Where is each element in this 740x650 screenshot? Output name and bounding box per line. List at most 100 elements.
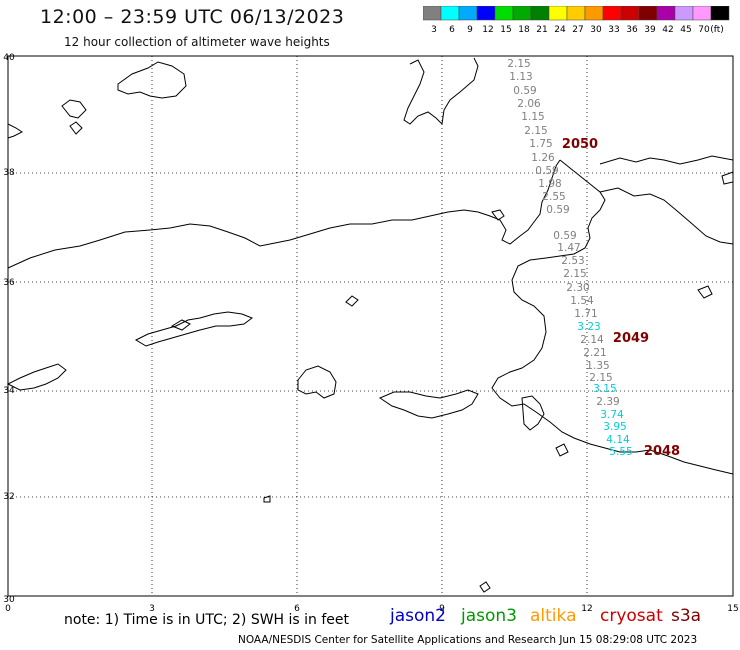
- wave-height-value: 1.54: [570, 295, 594, 307]
- corsica: [403, 57, 479, 126]
- wave-height-value: 3.74: [600, 409, 624, 421]
- wave-height-value: 2.39: [596, 396, 619, 408]
- map-subtitle: 12 hour collection of altimeter wave hei…: [64, 35, 330, 49]
- y-tick-label: 38: [3, 168, 15, 178]
- wave-height-value: 2.55: [542, 191, 565, 203]
- wave-height-value: 1.75: [529, 138, 552, 150]
- wave-height-value: 3.15: [593, 383, 616, 395]
- coast-east: [599, 155, 734, 165]
- wave-height-value: 3.23: [577, 321, 600, 333]
- x-tick-label: 3: [149, 604, 155, 614]
- legend-tick-label: 18: [518, 25, 530, 34]
- wave-height-value: 2.15: [589, 372, 612, 384]
- map-title: 12:00 – 23:59 UTC 06/13/2023: [40, 6, 345, 28]
- islet-5: [721, 171, 734, 185]
- satellite-label-jason2: jason2: [390, 606, 446, 626]
- y-tick-label: 30: [3, 595, 15, 605]
- x-tick-label: 6: [294, 604, 300, 614]
- wave-height-value: 1.71: [574, 308, 597, 320]
- wave-height-value: 1.98: [538, 178, 561, 190]
- wave-height-value: 1.35: [586, 360, 609, 372]
- y-tick-label: 40: [3, 53, 15, 63]
- island-north-small: [491, 209, 505, 221]
- balearic-ibiza: [69, 121, 83, 135]
- satellite-label-altika: altika: [530, 606, 577, 626]
- legend-tick-label: 45: [680, 25, 691, 34]
- wave-height-value: 2.14: [580, 334, 604, 346]
- balearic-majorca: [117, 61, 187, 99]
- wave-height-value: 3.95: [603, 421, 626, 433]
- satellite-tracks: 2.151.130.592.061.152.151.751.260.591.98…: [507, 58, 680, 459]
- wave-height-value: 0.59: [553, 230, 576, 242]
- islet-4: [697, 285, 713, 299]
- wave-height-value: 5.55: [609, 446, 632, 458]
- x-tick-label: 12: [581, 604, 592, 614]
- sardinia-frag: [297, 365, 337, 399]
- balearic-menorca: [61, 99, 87, 119]
- satellite-label-jason3: jason3: [461, 606, 517, 626]
- wave-height-value: 2.30: [566, 282, 589, 294]
- wave-height-value: 2.53: [561, 255, 584, 267]
- graticule: [8, 56, 733, 596]
- pass-number-label: 2049: [613, 331, 649, 346]
- satellite-label-s3a: s3a: [671, 606, 702, 626]
- y-tick-label: 32: [3, 492, 14, 502]
- legend-tick-label: 3: [431, 25, 437, 34]
- wave-height-value: 1.47: [557, 242, 580, 254]
- footer-note: note: 1) Time is in UTC; 2) SWH is in fe…: [64, 612, 350, 628]
- wave-height-value: 1.13: [509, 71, 532, 83]
- coast-adriatic: [599, 187, 734, 245]
- wave-height-value: 2.15: [507, 58, 530, 70]
- x-tick-label: 9: [439, 604, 445, 614]
- wave-height-value: 4.14: [606, 434, 630, 446]
- legend-tick-label: 30: [590, 25, 602, 34]
- wave-height-value: 1.26: [531, 152, 555, 164]
- legend-tick-label: 9: [467, 25, 473, 34]
- islet-2: [263, 495, 271, 503]
- islet-1: [479, 581, 491, 593]
- coast-europe-north: [7, 159, 561, 269]
- x-tick-label: 15: [727, 604, 738, 614]
- pass-number-label: 2050: [562, 137, 598, 152]
- wave-height-value: 2.15: [563, 268, 586, 280]
- island-west-2: [134, 311, 254, 347]
- island-corsica-small: [345, 295, 359, 307]
- legend-tick-label: 33: [608, 25, 619, 34]
- wave-height-value: 0.59: [513, 85, 536, 97]
- legend-tick-label: 6: [449, 25, 455, 34]
- x-tick-label: 0: [5, 604, 11, 614]
- legend-tick-label: 39: [644, 25, 656, 34]
- islet-3: [555, 443, 569, 457]
- coast-italy-boot: [491, 159, 734, 475]
- wave-height-value: 0.59: [546, 204, 569, 216]
- legend-tick-label: 24: [554, 25, 566, 34]
- legend-tick-label: 21: [536, 25, 547, 34]
- legend-swatch: [710, 6, 730, 21]
- y-tick-label: 34: [3, 386, 15, 396]
- wave-height-value: 2.15: [524, 125, 547, 137]
- legend-tick-label: 15: [500, 25, 511, 34]
- pass-number-label: 2048: [644, 444, 680, 459]
- legend-tick-label: 27: [572, 25, 583, 34]
- wave-height-value: 2.06: [517, 98, 541, 110]
- wave-height-color-scale: 3 6 9 12 15 18 21 24 27 30 33 36 39 42 45 70 (ft): [423, 6, 730, 34]
- sicily: [378, 389, 479, 419]
- legend-tick-label: 70: [698, 25, 710, 34]
- map-frame: [7, 55, 734, 597]
- coastlines: [6, 57, 734, 593]
- credit-line: NOAA/NESDIS Center for Satellite Applica…: [238, 634, 698, 646]
- legend-tick-label: 12: [482, 25, 493, 34]
- legend-tick-label: 42: [662, 25, 673, 34]
- y-tick-label: 36: [3, 278, 15, 288]
- island-west-1: [6, 363, 67, 391]
- legend-tick-label: 36: [626, 25, 638, 34]
- wave-height-value: 0.59: [535, 165, 558, 177]
- coast-left-edge: [7, 123, 23, 139]
- wave-height-value: 1.15: [521, 111, 544, 123]
- satellite-label-cryosat: cryosat: [600, 606, 663, 626]
- legend-unit: (ft): [710, 25, 724, 34]
- malta: [521, 395, 545, 431]
- wave-height-value: 2.21: [583, 347, 606, 359]
